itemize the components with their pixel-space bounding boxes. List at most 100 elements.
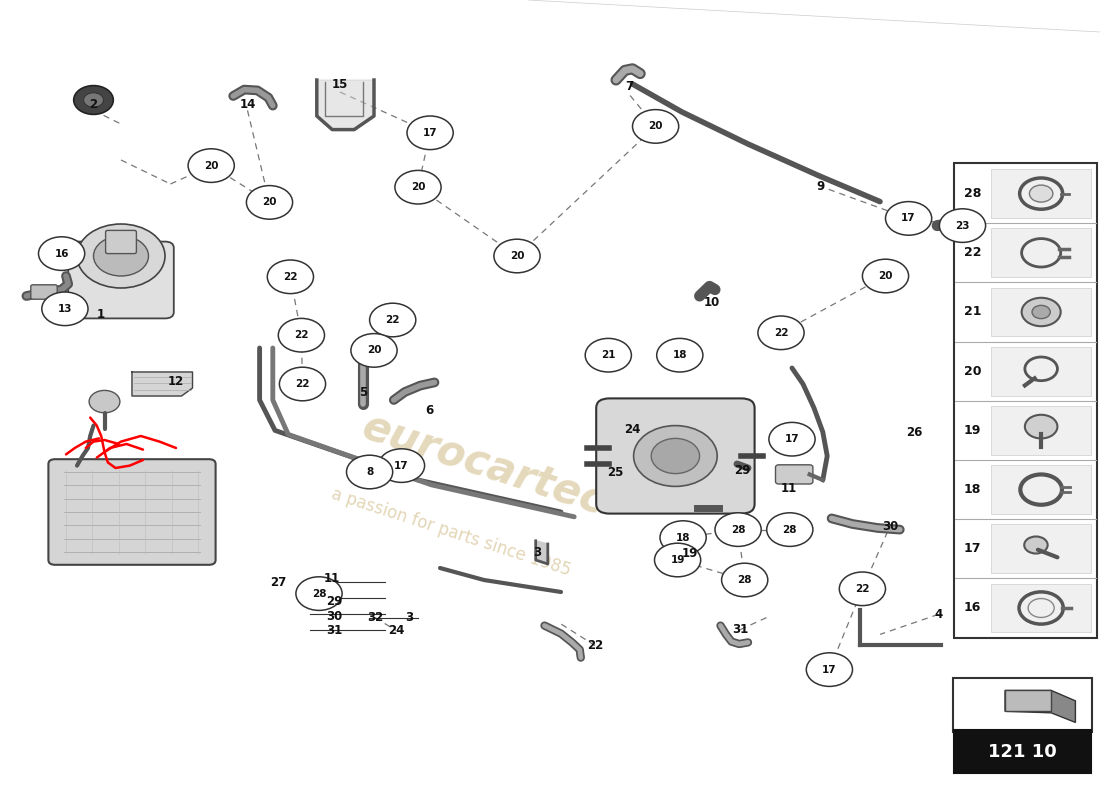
Text: 10: 10 [704,296,719,309]
Text: 28: 28 [311,589,327,598]
Circle shape [657,338,703,372]
Text: 20: 20 [366,346,382,355]
Text: 31: 31 [327,624,342,637]
FancyBboxPatch shape [953,678,1092,732]
Circle shape [767,513,813,546]
Text: 22: 22 [964,246,981,259]
Text: 20: 20 [262,198,277,207]
Text: 22: 22 [295,379,310,389]
FancyBboxPatch shape [991,228,1091,278]
Text: 21: 21 [601,350,616,360]
Circle shape [806,653,852,686]
FancyBboxPatch shape [776,465,813,484]
Circle shape [407,116,453,150]
Text: 30: 30 [327,610,342,622]
Polygon shape [317,80,374,130]
Text: 19: 19 [964,424,981,437]
Text: 17: 17 [901,214,916,223]
FancyBboxPatch shape [596,398,755,514]
Text: 8: 8 [366,467,373,477]
Circle shape [94,236,148,276]
FancyBboxPatch shape [991,465,1091,514]
Circle shape [279,367,326,401]
Text: 22: 22 [855,584,870,594]
Text: 17: 17 [964,542,981,555]
Circle shape [862,259,909,293]
Text: 12: 12 [168,375,184,388]
Circle shape [939,209,986,242]
FancyBboxPatch shape [991,406,1091,455]
Text: 31: 31 [733,623,748,636]
Text: 4: 4 [934,608,943,621]
Circle shape [378,449,425,482]
Text: eurocartec: eurocartec [358,405,610,523]
Circle shape [84,93,103,107]
FancyBboxPatch shape [48,459,216,565]
Text: a passion for parts since 1985: a passion for parts since 1985 [329,485,573,579]
Circle shape [886,202,932,235]
Circle shape [351,334,397,367]
Text: 28: 28 [782,525,797,534]
Circle shape [188,149,234,182]
Text: 14: 14 [240,98,255,110]
Text: 16: 16 [964,602,981,614]
Text: 24: 24 [388,624,404,637]
Text: 11: 11 [324,572,340,585]
Circle shape [1025,414,1057,438]
Text: 19: 19 [670,555,685,565]
Circle shape [74,86,113,114]
Polygon shape [132,372,192,396]
Circle shape [715,513,761,546]
Text: 5: 5 [359,386,367,398]
FancyBboxPatch shape [106,230,136,254]
FancyBboxPatch shape [991,346,1091,396]
Text: 17: 17 [822,665,837,674]
Text: 27: 27 [271,576,286,589]
FancyBboxPatch shape [991,524,1091,574]
Circle shape [651,438,700,474]
Text: 22: 22 [283,272,298,282]
Text: 32: 32 [367,611,383,624]
Text: 29: 29 [735,464,750,477]
FancyBboxPatch shape [68,242,174,318]
Circle shape [39,237,85,270]
Text: 18: 18 [964,483,981,496]
Circle shape [722,563,768,597]
Text: 22: 22 [294,330,309,340]
Circle shape [660,521,706,554]
Text: 11: 11 [781,482,796,494]
Circle shape [246,186,293,219]
Text: 28: 28 [730,525,746,534]
Text: 30: 30 [882,520,898,533]
Text: 18: 18 [675,533,691,542]
Text: 16: 16 [54,249,69,258]
Text: 121 10: 121 10 [988,742,1057,761]
Circle shape [1032,306,1050,318]
Circle shape [296,577,342,610]
Text: 1: 1 [97,308,106,321]
Circle shape [395,170,441,204]
Text: 13: 13 [57,304,73,314]
Text: 17: 17 [394,461,409,470]
Polygon shape [1005,690,1076,722]
Text: 3: 3 [405,611,414,624]
Text: 18: 18 [672,350,688,360]
Circle shape [42,292,88,326]
Text: 17: 17 [422,128,438,138]
Text: 28: 28 [964,187,981,200]
Circle shape [1024,537,1047,554]
Text: 20: 20 [204,161,219,170]
FancyBboxPatch shape [954,730,1091,773]
Text: 20: 20 [878,271,893,281]
Circle shape [267,260,314,294]
Polygon shape [1005,690,1052,711]
Text: 22: 22 [385,315,400,325]
FancyBboxPatch shape [954,163,1097,638]
Circle shape [769,422,815,456]
Text: 25: 25 [607,466,623,478]
Text: 23: 23 [955,221,970,230]
Circle shape [278,318,324,352]
Text: 28: 28 [737,575,752,585]
Text: 2: 2 [89,98,98,110]
Text: 15: 15 [332,78,348,90]
